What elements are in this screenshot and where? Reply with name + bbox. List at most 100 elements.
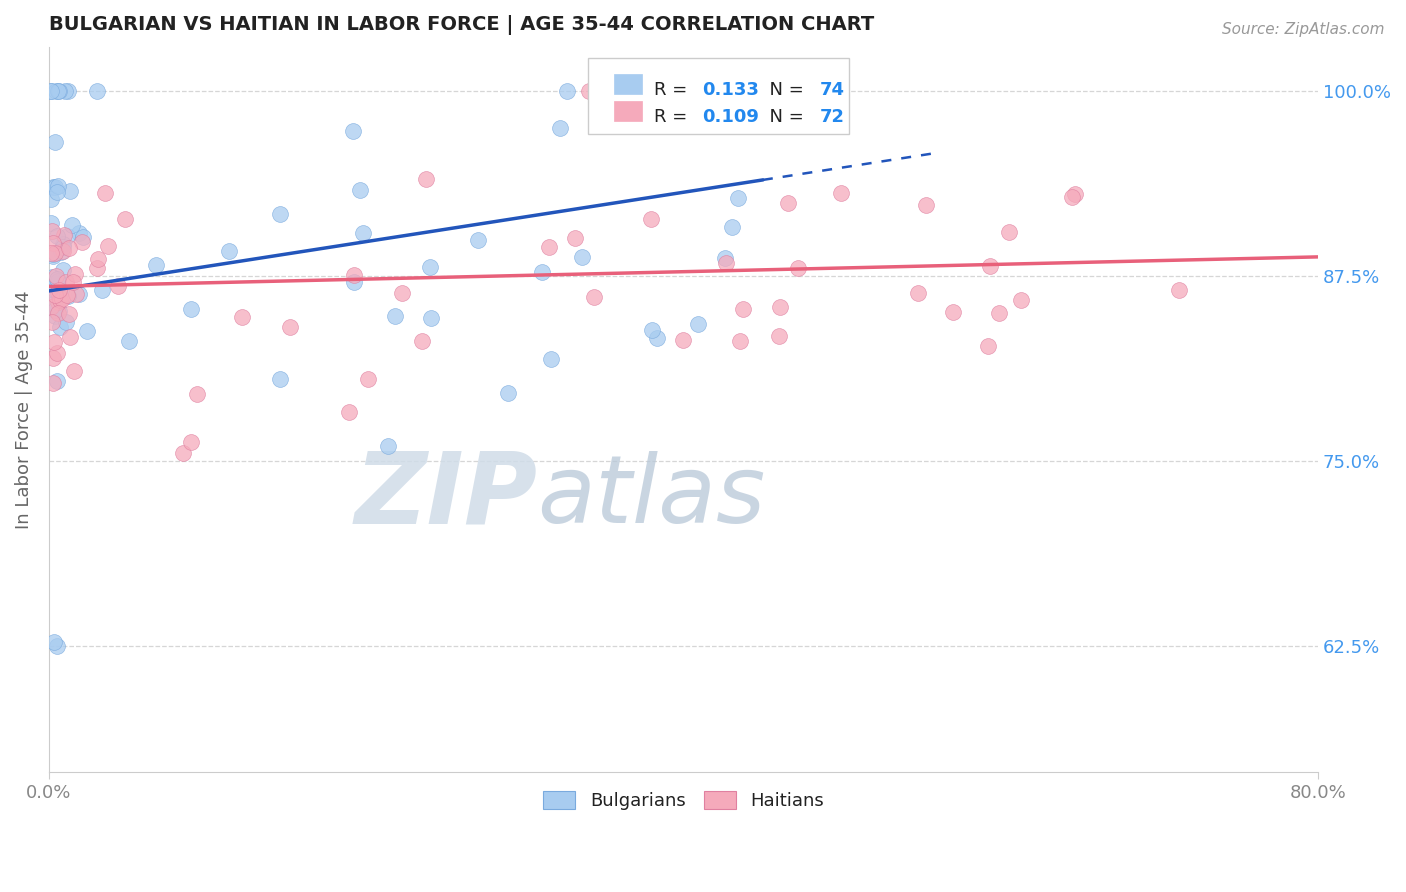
Point [48,84,70,98]
Point [39,245,62,260]
Text: N =: N = [758,108,810,127]
Point [186,387,208,401]
Point [42,297,65,311]
Point [731,302,754,317]
Point [48,178,70,193]
Point [269,207,291,221]
Point [415,172,437,186]
Point [90,283,112,297]
Point [411,334,433,348]
Point [52,227,75,242]
Point [114,212,136,227]
Point [537,240,560,254]
Point [67,286,90,301]
Point [60,218,83,232]
Point [39,282,62,296]
Point [231,310,253,324]
Bar [614,73,641,94]
Point [530,265,553,279]
Point [540,351,562,366]
Point [727,191,749,205]
Point [44,309,66,323]
Point [42,335,65,350]
Point [118,334,141,348]
Point [45,84,67,98]
Point [48,304,70,318]
Point [269,372,291,386]
Point [1060,190,1083,204]
Point [65,286,87,301]
Point [46,295,69,310]
Point [45,268,67,283]
Legend: Bulgarians, Haitians: Bulgarians, Haitians [536,784,831,817]
Point [713,252,735,266]
Point [45,639,67,653]
Point [44,245,66,260]
Point [52,236,75,251]
Text: 0.109: 0.109 [703,108,759,127]
Point [49,293,72,307]
Point [218,244,240,259]
Point [180,302,202,317]
Point [55,288,77,302]
Point [72,235,94,249]
Point [46,285,69,300]
Point [42,376,65,390]
Point [830,186,852,201]
Point [979,259,1001,273]
Text: 74: 74 [820,81,845,99]
Point [63,268,86,282]
Point [787,260,810,275]
Point [45,375,67,389]
Point [46,229,69,244]
Point [52,262,75,277]
Point [641,323,664,337]
Text: ZIP: ZIP [354,448,537,545]
Point [44,635,66,649]
Point [59,184,82,198]
Point [46,285,69,300]
Point [988,306,1011,320]
Point [48,283,70,297]
Point [93,186,115,201]
Point [564,231,586,245]
Point [278,319,301,334]
Point [46,346,69,360]
Point [645,331,668,345]
Point [41,224,63,238]
Point [55,229,77,244]
Text: 72: 72 [820,108,845,127]
Point [55,275,77,289]
Point [44,288,66,302]
Point [46,84,69,98]
Text: R =: R = [654,108,693,127]
Point [56,289,79,303]
Point [583,290,606,304]
Point [728,334,751,348]
Point [39,192,62,206]
Text: BULGARIAN VS HAITIAN IN LABOR FORCE | AGE 35-44 CORRELATION CHART: BULGARIAN VS HAITIAN IN LABOR FORCE | AG… [49,15,875,35]
Point [46,272,69,286]
Point [44,180,66,194]
Point [72,230,94,244]
Point [39,84,62,98]
Point [58,241,80,255]
Point [467,233,489,247]
Point [59,330,82,344]
Text: atlas: atlas [537,451,766,542]
Point [672,334,695,348]
Point [42,180,65,194]
Point [39,216,62,230]
Point [339,405,361,419]
Point [349,183,371,197]
Point [46,274,69,288]
Point [548,121,571,136]
Point [49,320,72,334]
Point [907,286,929,301]
Point [86,84,108,98]
Point [391,286,413,301]
Point [915,198,938,212]
Point [555,84,578,98]
Point [384,309,406,323]
FancyBboxPatch shape [588,58,849,134]
